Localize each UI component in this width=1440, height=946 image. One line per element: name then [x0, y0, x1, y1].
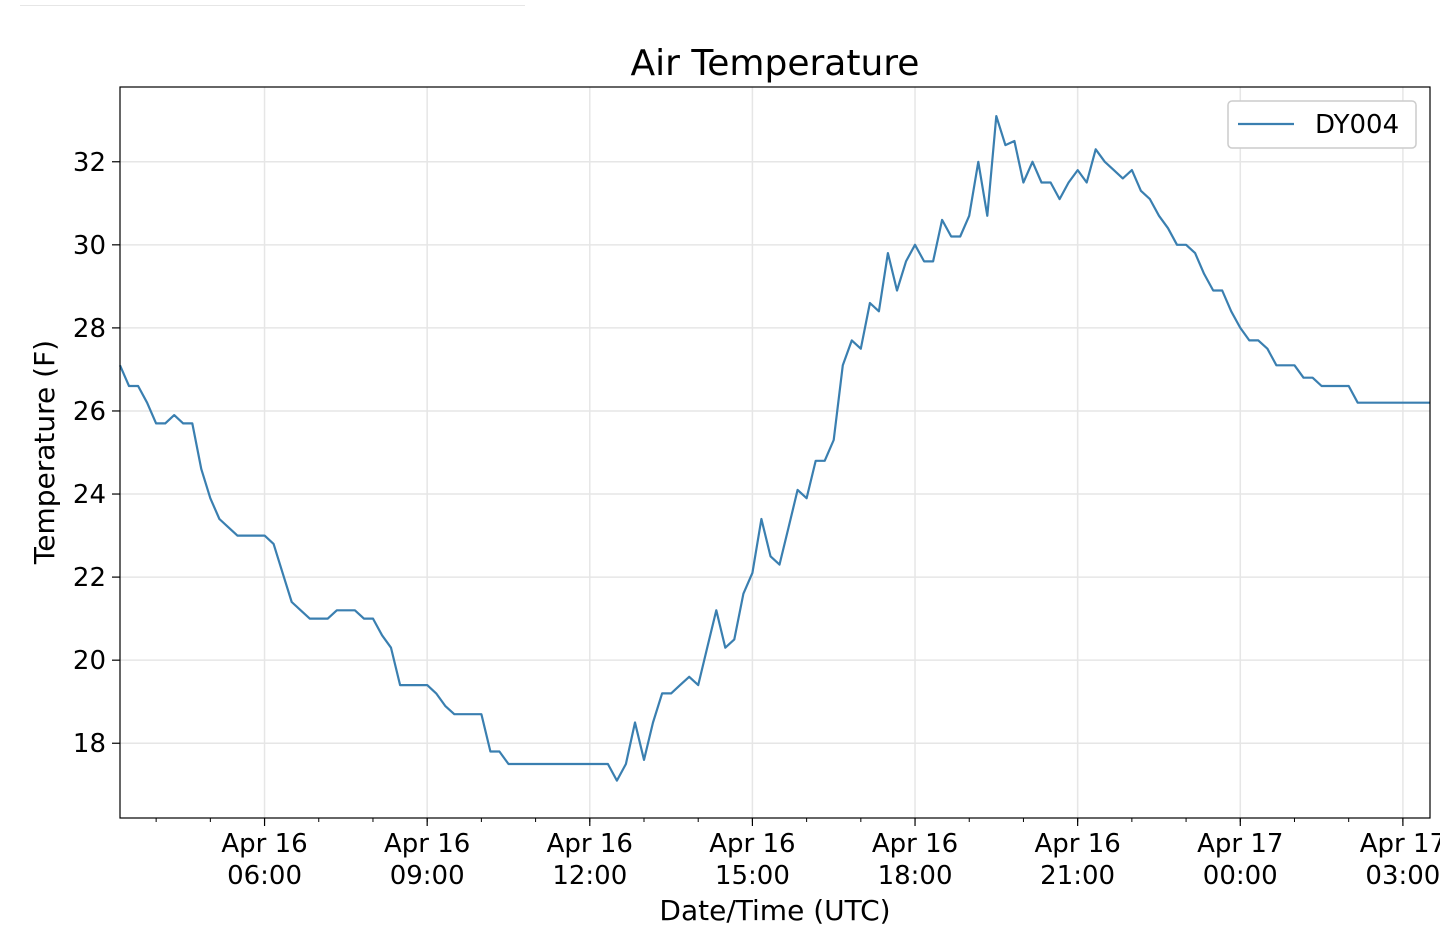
y-tick-label: 20 [73, 646, 106, 676]
grid-lines [120, 87, 1430, 818]
x-tick-label-date: Apr 16 [384, 829, 470, 859]
legend-label-dy004: DY004 [1315, 110, 1399, 140]
legend: DY004 [1227, 100, 1417, 149]
x-tick-label-time: 06:00 [227, 861, 302, 891]
y-tick-label: 30 [73, 231, 106, 261]
x-tick-label-date: Apr 17 [1197, 829, 1283, 859]
x-tick-label-time: 15:00 [715, 861, 790, 891]
y-tick-label: 26 [73, 397, 106, 427]
series-line-dy004 [118, 115, 1430, 782]
x-tick-label-time: 18:00 [878, 861, 953, 891]
x-tick-label-time: 00:00 [1203, 861, 1278, 891]
x-tick-label-date: Apr 16 [1034, 829, 1120, 859]
plot-frame [119, 86, 1431, 819]
x-tick-label-date: Apr 16 [547, 829, 633, 859]
x-tick-label-time: 03:00 [1365, 861, 1440, 891]
chart-title: Air Temperature [631, 43, 920, 84]
y-tick-label: 32 [73, 148, 106, 178]
x-tick-label-time: 09:00 [390, 861, 465, 891]
y-tick-label: 28 [73, 314, 106, 344]
y-tick-label: 24 [73, 480, 106, 510]
x-tick-label-date: Apr 16 [872, 829, 958, 859]
x-tick-label-date: Apr 16 [709, 829, 795, 859]
x-tick-label-time: 21:00 [1040, 861, 1115, 891]
legend-box [1227, 100, 1417, 149]
top-divider [20, 5, 525, 6]
x-tick-label-date: Apr 17 [1360, 829, 1440, 859]
y-axis-ticks: 18 20 22 24 26 28 30 32 [73, 148, 120, 759]
x-tick-label-date: Apr 16 [221, 829, 307, 859]
y-tick-label: 18 [73, 729, 106, 759]
x-axis-label: Date/Time (UTC) [659, 894, 890, 927]
y-tick-label: 22 [73, 563, 106, 593]
x-tick-label-time: 12:00 [552, 861, 627, 891]
y-axis-label: Temperature (F) [28, 340, 61, 565]
